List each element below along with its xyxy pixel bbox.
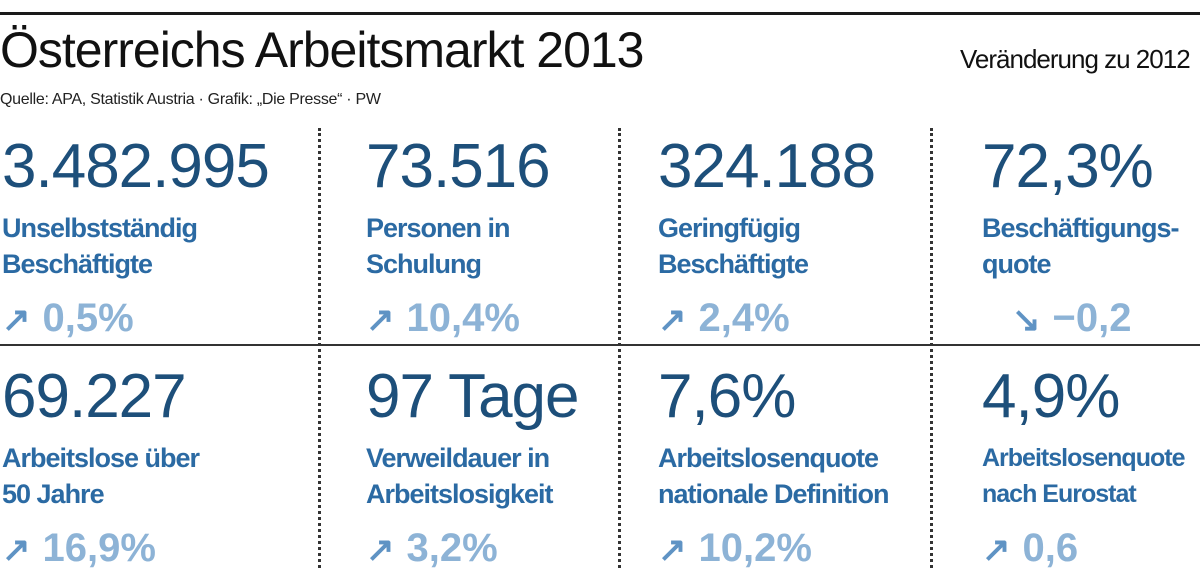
stat-value: 72,3% bbox=[982, 132, 1154, 201]
stat-change: ↗ 10,2% bbox=[658, 526, 812, 572]
change-note: Veränderung zu 2012 bbox=[960, 44, 1191, 74]
stat-value: 324.188 bbox=[658, 132, 876, 201]
arrow-up-right-icon: ↗ bbox=[658, 531, 687, 569]
stat-change: ↗ 16,9% bbox=[2, 526, 156, 572]
stat-label: Arbeitslosenquote nationale Definition bbox=[658, 443, 890, 509]
stat-change: ↗ 3,2% bbox=[366, 526, 498, 572]
stat-value: 97 Tage bbox=[366, 362, 580, 431]
stat-label: Arbeitslose über 50 Jahre bbox=[2, 443, 200, 509]
arrow-up-right-icon: ↗ bbox=[366, 531, 395, 569]
stat-beschaeftigungsquote: 72,3% Beschäftigungs- quote ↘ −0,2 bbox=[982, 132, 1197, 352]
column-divider bbox=[318, 128, 321, 568]
stat-change-value: 16,9% bbox=[42, 526, 156, 570]
stat-change: ↗ 0,6 bbox=[982, 526, 1078, 572]
stat-arbeitslose-ueber-50: 69.227 Arbeitslose über 50 Jahre ↗ 16,9% bbox=[2, 362, 292, 582]
stat-arbeitslosenquote-eurostat: 4,9% Arbeitslosenquote nach Eurostat ↗ 0,… bbox=[982, 362, 1197, 582]
arrow-up-right-icon: ↗ bbox=[658, 301, 687, 339]
stat-change-value: 0,5% bbox=[42, 296, 134, 340]
stat-value: 4,9% bbox=[982, 362, 1120, 431]
stat-change-value: 3,2% bbox=[406, 526, 498, 570]
stat-change-value: 2,4% bbox=[698, 296, 790, 340]
source-line: Quelle: APA, Statistik Austria · Grafik:… bbox=[0, 91, 381, 108]
top-rule bbox=[0, 12, 1200, 15]
stat-label: Unselbstständig Beschäftigte bbox=[2, 213, 198, 279]
page-title: Österreichs Arbeitsmarkt 2013 bbox=[0, 22, 644, 78]
stat-value: 73.516 bbox=[366, 132, 551, 201]
stat-change-value: 10,2% bbox=[698, 526, 812, 570]
stat-geringfuegig-beschaeftigte: 324.188 Geringfügig Beschäftigte ↗ 2,4% bbox=[658, 132, 948, 352]
arrow-up-right-icon: ↗ bbox=[2, 531, 31, 569]
column-divider bbox=[618, 128, 621, 568]
stat-label: Personen in Schulung bbox=[366, 213, 511, 279]
stat-value: 3.482.995 bbox=[2, 132, 270, 201]
stat-arbeitslosenquote-national: 7,6% Arbeitslosenquote nationale Definit… bbox=[658, 362, 948, 582]
stat-change-value: −0,2 bbox=[1052, 296, 1132, 340]
stat-label: Geringfügig Beschäftigte bbox=[658, 213, 809, 279]
stat-personen-in-schulung: 73.516 Personen in Schulung ↗ 10,4% bbox=[366, 132, 656, 352]
stat-value: 7,6% bbox=[658, 362, 796, 431]
stat-change: ↗ 0,5% bbox=[2, 296, 134, 342]
arrow-up-right-icon: ↗ bbox=[2, 301, 31, 339]
stat-change-value: 10,4% bbox=[406, 296, 520, 340]
column-divider bbox=[930, 128, 933, 568]
arrow-up-right-icon: ↗ bbox=[982, 531, 1011, 569]
stat-change-value: 0,6 bbox=[1022, 526, 1079, 570]
row-divider bbox=[0, 344, 1200, 346]
stat-value: 69.227 bbox=[2, 362, 187, 431]
stat-label: Beschäftigungs- quote bbox=[982, 213, 1180, 279]
arrow-up-right-icon: ↗ bbox=[366, 301, 395, 339]
stat-change: ↗ 2,4% bbox=[658, 296, 790, 342]
stat-change: ↗ 10,4% bbox=[366, 296, 520, 342]
stat-unselbststaendig-beschaeftigte: 3.482.995 Unselbstständig Beschäftigte ↗… bbox=[2, 132, 292, 352]
stat-change: ↘ −0,2 bbox=[1012, 296, 1131, 342]
arrow-down-right-icon: ↘ bbox=[1012, 301, 1041, 339]
stat-label: Arbeitslosenquote nach Eurostat bbox=[982, 444, 1185, 508]
stat-verweildauer: 97 Tage Verweildauer in Arbeitslosigkeit… bbox=[366, 362, 656, 582]
stat-label: Verweildauer in Arbeitslosigkeit bbox=[366, 443, 554, 509]
